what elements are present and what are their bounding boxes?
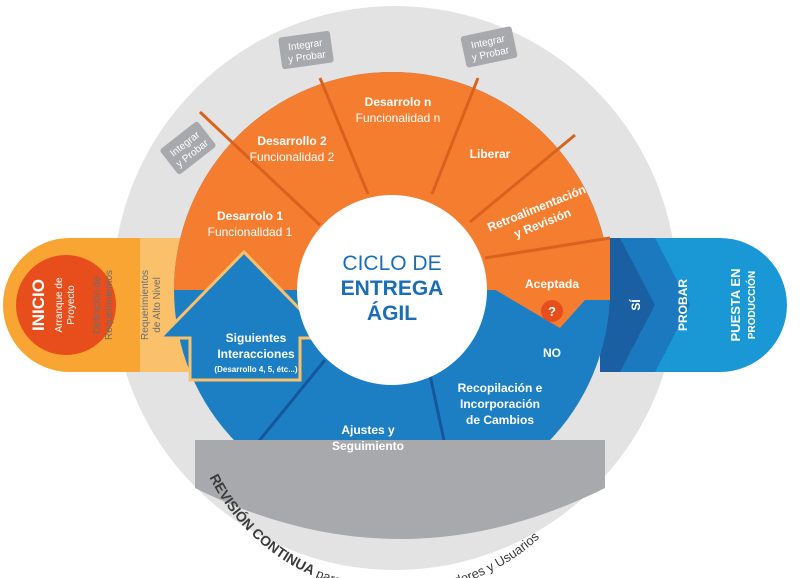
label-no: NO — [543, 346, 561, 360]
center-title-line1: CICLO DE — [342, 252, 441, 275]
tag-integrar-3: Integrar y Probar — [460, 26, 518, 68]
seg-desarrollo-1-title: Desarrolo 1 — [217, 209, 283, 223]
seg-desarrollo-n-sub: Funcionalidad n — [356, 111, 441, 125]
label-requerimientos-line2: de Alto Nivel — [152, 277, 163, 333]
center-circle — [297, 195, 487, 385]
label-si: SÍ — [628, 299, 643, 311]
label-definicion-line2: Requerimientos — [104, 270, 115, 340]
seg-recopilacion-line2: Incorporación — [460, 397, 540, 411]
question-mark: ? — [548, 304, 556, 319]
orange-dividers — [198, 77, 611, 260]
seg-siguientes-line2: Interacciones — [217, 347, 295, 361]
center-title-line3: ÁGIL — [367, 302, 417, 325]
revision-band — [195, 440, 605, 539]
seg-recopilacion-line1: Recopilación e — [458, 381, 543, 395]
seg-ajustes-line1: Ajustes y — [341, 423, 395, 437]
tag-integrar-2: Integrar y Probar — [278, 30, 334, 70]
aceptada-arrow — [465, 272, 610, 328]
seg-liberar: Liberar — [470, 147, 511, 161]
label-inicio-sub1: Arranque de — [54, 277, 65, 332]
label-puesta-line2: PRODUCCIÓN — [745, 271, 758, 339]
seg-desarrollo-2-title: Desarrollo 2 — [257, 134, 327, 148]
si-chevron — [600, 238, 655, 372]
label-inicio-sub2: Proyecto — [66, 285, 77, 325]
seg-ajustes-line2: Seguimiento — [332, 439, 404, 453]
center-title-line2: ENTREGA — [341, 277, 444, 300]
question-icon — [541, 300, 563, 322]
label-definicion-line1: Definición de — [92, 276, 103, 334]
label-probar: PROBAR — [676, 279, 690, 331]
label-puesta-line1: PUESTA EN — [728, 269, 743, 342]
label-inicio: INICIO — [29, 279, 48, 331]
tag-2-line1: Integrar — [288, 38, 324, 54]
seg-recopilacion-line3: de Cambios — [466, 413, 534, 427]
siguientes-arrow — [156, 249, 332, 382]
seg-aceptada: Aceptada — [525, 277, 579, 291]
label-requerimientos-line1: Requerimientos — [140, 270, 151, 340]
seg-desarrollo-1-sub: Funcionalidad 1 — [208, 225, 293, 239]
seg-siguientes-line1: Siguientes — [226, 331, 287, 345]
seg-desarrollo-n-title: Desarrolo n — [365, 95, 432, 109]
seg-desarrollo-2-sub: Funcionalidad 2 — [250, 150, 335, 164]
tag-2-line2: y Probar — [288, 49, 328, 65]
orange-half — [174, 72, 610, 290]
seg-siguientes-line3: (Desarrollo 4, 5, étc...) — [214, 365, 297, 374]
inicio-circle — [16, 255, 116, 355]
